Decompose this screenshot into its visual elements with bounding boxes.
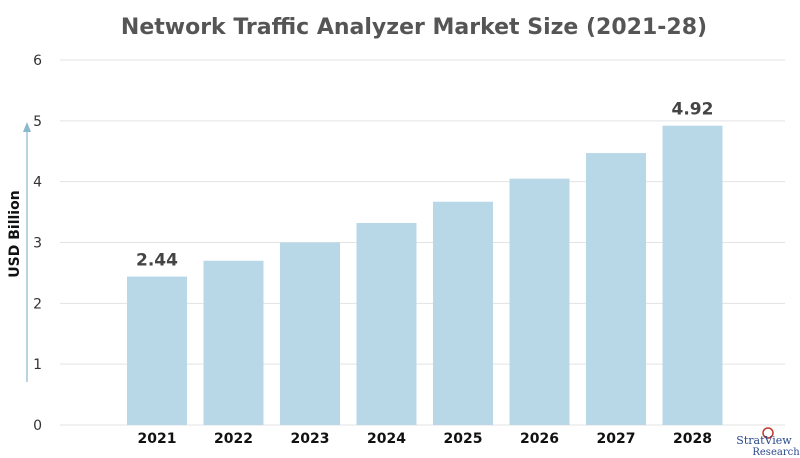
y-tick-label: 1: [33, 357, 42, 373]
y-axis-label: USD Billion: [7, 190, 23, 277]
y-tick-label: 0: [33, 418, 42, 434]
x-tick-label: 2021: [138, 431, 177, 447]
x-axis-ticks: 2021 2022 2023 2024 2025 2026 2027 2028: [138, 431, 712, 447]
y-axis-arrow: [23, 122, 31, 382]
x-tick-label: 2022: [214, 431, 253, 447]
chart-title: Network Traffic Analyzer Market Size (20…: [121, 15, 707, 40]
y-tick-label: 4: [33, 175, 42, 191]
bar-2026: [509, 178, 570, 425]
bar-2028: [662, 125, 723, 425]
data-labels: 2.44 4.92: [136, 100, 713, 271]
logo-main-text: StratView: [736, 434, 792, 447]
bars: [127, 125, 723, 425]
bar-2027: [586, 153, 646, 425]
data-label: 2.44: [136, 251, 178, 271]
bar-2025: [433, 201, 493, 425]
data-label: 4.92: [672, 100, 714, 120]
bar-2021: [127, 276, 187, 425]
x-tick-label: 2024: [367, 431, 406, 447]
x-tick-label: 2025: [444, 431, 483, 447]
bar-2024: [356, 223, 417, 425]
x-tick-label: 2026: [520, 431, 559, 447]
y-tick-label: 2: [33, 296, 42, 312]
y-tick-label: 3: [33, 236, 42, 252]
bar-2022: [203, 260, 264, 425]
y-tick-label: 5: [33, 114, 42, 130]
logo-sub-text: Research: [752, 447, 800, 458]
x-tick-label: 2027: [597, 431, 636, 447]
y-axis-ticks: 0 1 2 3 4 5 6: [33, 53, 42, 434]
x-tick-label: 2028: [673, 431, 712, 447]
x-tick-label: 2023: [291, 431, 330, 447]
logo-mark-icon: [762, 427, 774, 439]
y-tick-label: 6: [33, 53, 42, 69]
bar-2023: [280, 242, 340, 425]
stratview-logo: StratView Research: [736, 427, 800, 458]
